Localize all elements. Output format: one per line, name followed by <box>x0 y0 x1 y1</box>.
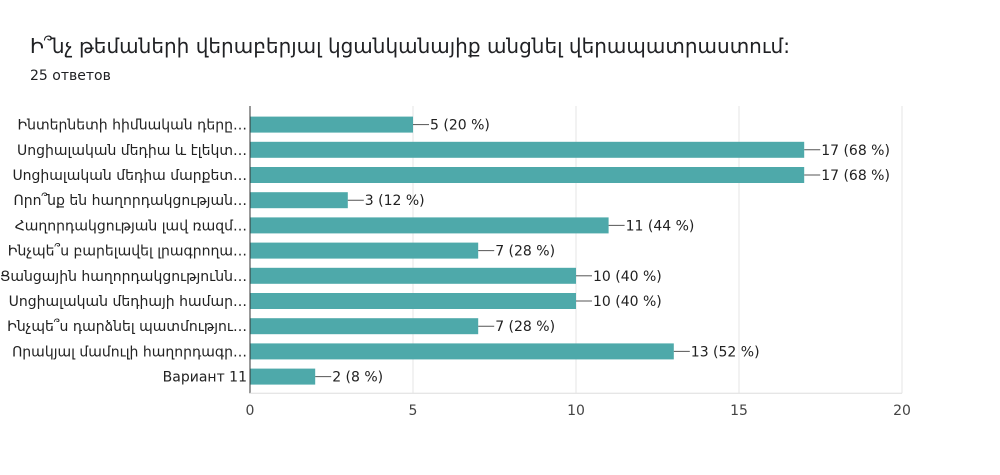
x-tick-label: 20 <box>893 403 911 419</box>
bar <box>250 267 576 284</box>
bar <box>250 141 805 158</box>
data-label: 5 (20 %) <box>430 118 490 134</box>
category-label: Ինչպե՞ս բարելավել լրագրողա… <box>8 243 247 260</box>
category-label: Ինչպե՞ս դարձնել պատմությու… <box>7 318 247 335</box>
category-label: Որո՞նք են հաղորդակցության… <box>14 192 248 209</box>
data-label: 7 (28 %) <box>495 244 555 260</box>
bar <box>250 318 479 335</box>
x-tick-label: 15 <box>730 403 748 419</box>
data-label: 17 (68 %) <box>821 168 890 184</box>
bar <box>250 217 609 234</box>
bar <box>250 242 479 259</box>
response-count: 25 ответов <box>30 68 111 84</box>
bar <box>250 368 316 385</box>
question-title: Ի՞նչ թեմաների վերաբերյալ կցանկանայիք անց… <box>30 34 790 58</box>
data-label: 13 (52 %) <box>691 344 760 360</box>
data-label: 11 (44 %) <box>626 218 695 234</box>
bar <box>250 343 674 360</box>
category-label: Սոցիալական մեդիա մարքետ… <box>12 168 247 184</box>
data-label: 2 (8 %) <box>332 370 383 386</box>
x-tick-label: 5 <box>409 403 418 419</box>
category-label: Вариант 11 <box>163 370 247 386</box>
bar <box>250 167 805 183</box>
category-label: Ցանցային հաղորդակցությունն… <box>0 269 247 285</box>
bar <box>250 116 413 133</box>
data-label: 10 (40 %) <box>593 294 662 310</box>
category-label: Ինտերնետի հիմնական դերը… <box>18 118 248 134</box>
x-tick-label: 0 <box>246 403 255 419</box>
data-label: 17 (68 %) <box>821 143 890 159</box>
category-label: Սոցիալական մեդիա և էլեկտ… <box>17 143 247 159</box>
bar <box>250 192 348 209</box>
category-label: Հաղորդակցության լավ ռազմ… <box>15 218 247 234</box>
category-label: Սոցիալական մեդիայի համար… <box>9 294 247 310</box>
x-tick-label: 10 <box>567 403 585 419</box>
data-label: 10 (40 %) <box>593 269 662 285</box>
category-label: Որակյալ մամուլի հաղորդագր… <box>12 344 247 360</box>
bar <box>250 293 576 309</box>
data-label: 7 (28 %) <box>495 319 555 335</box>
data-label: 3 (12 %) <box>365 193 425 209</box>
